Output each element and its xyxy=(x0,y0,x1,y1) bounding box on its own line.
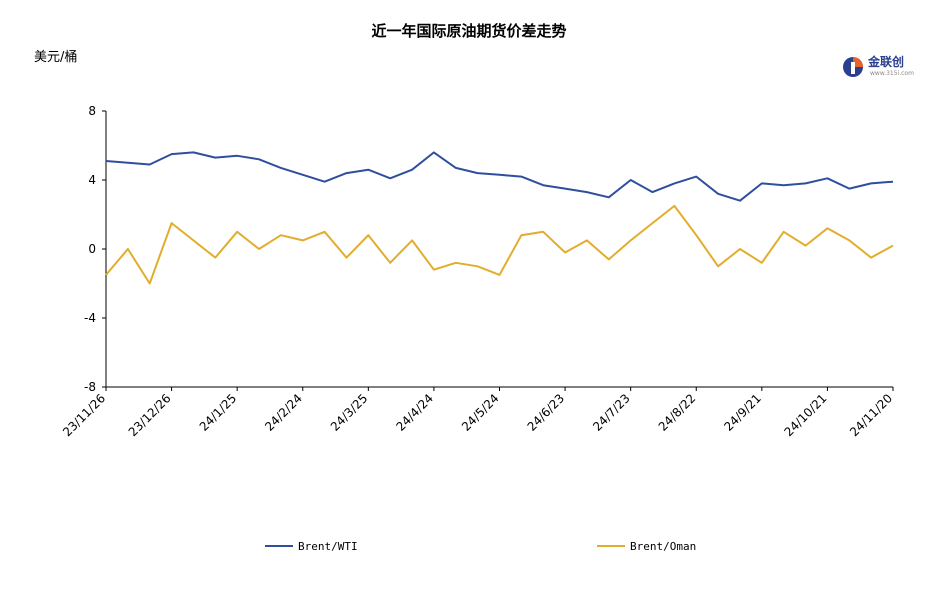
x-tick-label: 24/8/22 xyxy=(656,391,699,434)
x-tick-label: 23/12/26 xyxy=(126,391,174,439)
legend-label: Brent/Oman xyxy=(630,540,696,553)
logo-name: 金联创 xyxy=(868,55,905,69)
y-axis-label: 美元/桶 xyxy=(34,50,78,65)
legend-label: Brent/WTI xyxy=(298,540,358,553)
series-line-brent-oman xyxy=(105,204,894,285)
x-tick-label: 24/3/25 xyxy=(328,391,371,434)
y-tick-label: -4 xyxy=(84,311,96,325)
x-tick-label: 24/5/24 xyxy=(459,391,502,434)
legend: Brent/WTI Brent/Oman xyxy=(265,540,696,553)
x-tick-label: 24/11/20 xyxy=(847,391,895,439)
chart-title: 近一年国际原油期货价差走势 xyxy=(371,22,567,40)
x-tick-label: 24/10/21 xyxy=(782,391,830,439)
x-tick-label: 24/9/21 xyxy=(721,391,764,434)
logo-icon xyxy=(843,57,863,77)
series-layer xyxy=(105,151,894,285)
y-tick-label: -8 xyxy=(84,380,96,394)
x-tick-label: 23/11/26 xyxy=(60,391,108,439)
x-tick-label: 24/4/24 xyxy=(393,391,436,434)
y-tick-label: 8 xyxy=(88,104,96,118)
y-tick-label: 4 xyxy=(88,173,96,187)
y-tick-label: 0 xyxy=(88,242,96,256)
x-tick-label: 24/2/24 xyxy=(262,391,305,434)
x-tick-label: 24/6/23 xyxy=(525,391,568,434)
x-tick-label: 24/7/23 xyxy=(590,391,633,434)
axes: 8 4 0 -4 -823/11/26 23/12/26 24/1/25 24/2/24 24/… xyxy=(60,104,895,439)
brand-logo: 金联创 www.315i.com xyxy=(840,50,920,86)
logo-url: www.315i.com xyxy=(870,70,914,77)
series-line-brent-wti xyxy=(105,151,894,202)
x-tick-label: 24/1/25 xyxy=(197,391,240,434)
